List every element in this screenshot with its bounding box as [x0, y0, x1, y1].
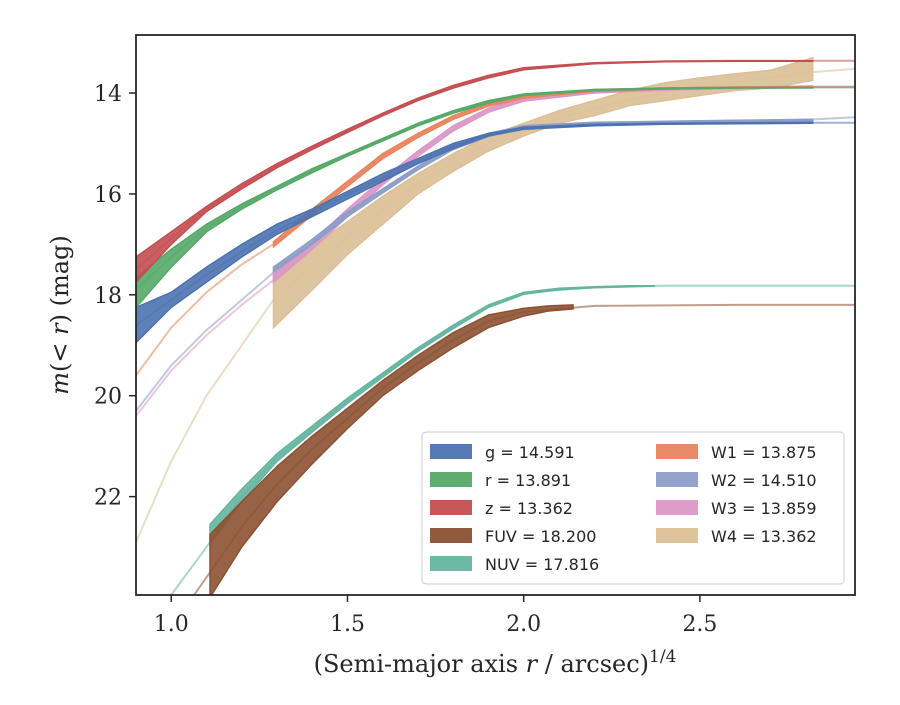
y-tick-label: 20	[94, 385, 122, 410]
legend-swatch-nuv	[430, 556, 472, 571]
legend-label-fuv: FUV = 18.200	[485, 527, 596, 546]
legend: g = 14.591 r = 13.891 z = 13.362 FUV = 18.2…	[421, 431, 845, 585]
legend-swatch-z	[430, 500, 472, 515]
plot-frame	[135, 34, 856, 596]
series-g-band	[136, 121, 814, 344]
series-z-extrapolation	[136, 59, 855, 271]
legend-swatch-r	[430, 472, 472, 487]
series-w3-band	[272, 85, 814, 284]
legend-swatch-w4	[656, 528, 698, 543]
legend-label-g: g = 14.591	[485, 443, 575, 462]
x-tick-label: 1.5	[330, 612, 365, 637]
legend-swatch-w1	[656, 444, 698, 459]
x-tick-label: 2.5	[682, 612, 717, 637]
legend-label-w4: W4 = 13.362	[711, 527, 817, 546]
legend-swatch-w2	[656, 472, 698, 487]
series-w2-band	[272, 118, 814, 274]
x-axis-label: (Semi-major axis r / arcsec)1/4	[314, 647, 677, 678]
legend-label-w3: W3 = 13.859	[711, 499, 817, 518]
series-z-band	[136, 59, 814, 284]
y-axis-label: m(< r) (mag)	[46, 235, 74, 395]
y-tick-label: 16	[94, 183, 122, 208]
plot-area	[136, 56, 855, 595]
legend-label-nuv: NUV = 17.816	[485, 555, 599, 574]
x-axis: 1.0 1.5 2.0 2.5	[154, 595, 717, 637]
y-axis: 14 16 18 20 22	[94, 82, 136, 511]
x-tick-label: 2.0	[506, 612, 541, 637]
series-g-extrapolation	[136, 121, 855, 326]
legend-label-w1: W1 = 13.875	[711, 443, 817, 462]
x-tick-label: 1.0	[154, 612, 189, 637]
series-fuv-band	[209, 304, 574, 595]
legend-box	[421, 431, 845, 585]
series-r-band	[136, 86, 814, 309]
legend-label-z: z = 13.362	[485, 499, 573, 518]
legend-label-r: r = 13.891	[485, 471, 571, 490]
legend-swatch-fuv	[430, 528, 472, 543]
y-tick-label: 14	[94, 82, 122, 107]
legend-label-w2: W2 = 14.510	[711, 471, 817, 490]
series-r-extrapolation	[136, 86, 855, 291]
legend-swatch-g	[430, 444, 472, 459]
series-nuv-band	[209, 284, 655, 547]
legend-swatch-w3	[656, 500, 698, 515]
y-tick-label: 22	[94, 486, 122, 511]
series-w4-band	[272, 56, 814, 330]
y-tick-label: 18	[94, 284, 122, 309]
series-w1-extrapolation	[136, 86, 855, 377]
